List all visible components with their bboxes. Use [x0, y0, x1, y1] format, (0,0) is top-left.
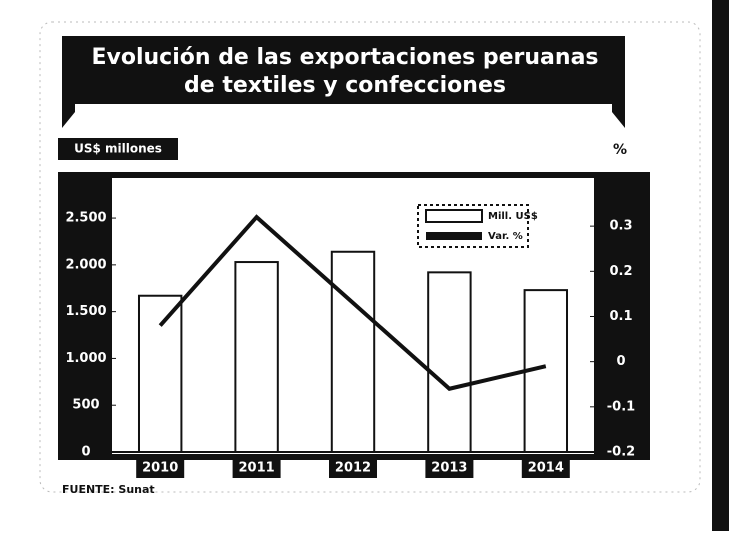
legend-label: Mill. US$ — [488, 211, 538, 222]
source: FUENTE: Sunat — [62, 483, 155, 496]
x-label-box — [521, 458, 570, 478]
legend-swatch — [425, 209, 483, 223]
bar — [427, 271, 472, 454]
x-tick-label: 2014 — [528, 461, 564, 476]
x-label-box — [232, 458, 281, 478]
x-tick-label: 2010 — [142, 461, 178, 476]
bar — [137, 294, 183, 453]
legend-swatch — [426, 232, 482, 240]
chart-title: de textiles y confecciones — [184, 73, 506, 98]
title-banner — [62, 36, 625, 128]
x-label-box — [329, 458, 377, 478]
side-bar — [712, 0, 729, 531]
y-tick-label: 1.500 — [65, 304, 106, 319]
x-tick-label: 2013 — [431, 461, 467, 476]
y-tick-label: 2.000 — [65, 257, 106, 272]
frame — [39, 21, 701, 493]
y-axis-label: US$ millones — [74, 142, 162, 156]
x-tick-label: 2012 — [335, 461, 371, 476]
y2-tick-label: 0.1 — [609, 309, 632, 324]
y2-tick-label: -0.1 — [607, 399, 635, 414]
y-label-box — [58, 138, 178, 160]
y-tick-label: 0 — [81, 445, 90, 460]
y-tick-label: 2.500 — [65, 211, 106, 226]
y2-tick-label: -0.2 — [607, 445, 635, 460]
x-label-box — [136, 458, 185, 478]
legend-label: Var. % — [488, 231, 523, 242]
bar — [330, 250, 376, 453]
x-label-box — [425, 458, 474, 478]
y2-tick-label: 0.3 — [609, 219, 632, 234]
x-tick-label: 2011 — [239, 461, 275, 476]
y-tick-label: 500 — [72, 398, 99, 413]
y2-tick-label: 0.2 — [609, 264, 632, 279]
bar — [234, 261, 279, 453]
chart-title: Evolución de las exportaciones peruanas — [91, 45, 598, 70]
line — [158, 214, 547, 391]
y2-tick-label: 0 — [616, 354, 625, 369]
y2-axis-label: % — [613, 142, 627, 158]
y-tick-label: 1.000 — [65, 351, 106, 366]
